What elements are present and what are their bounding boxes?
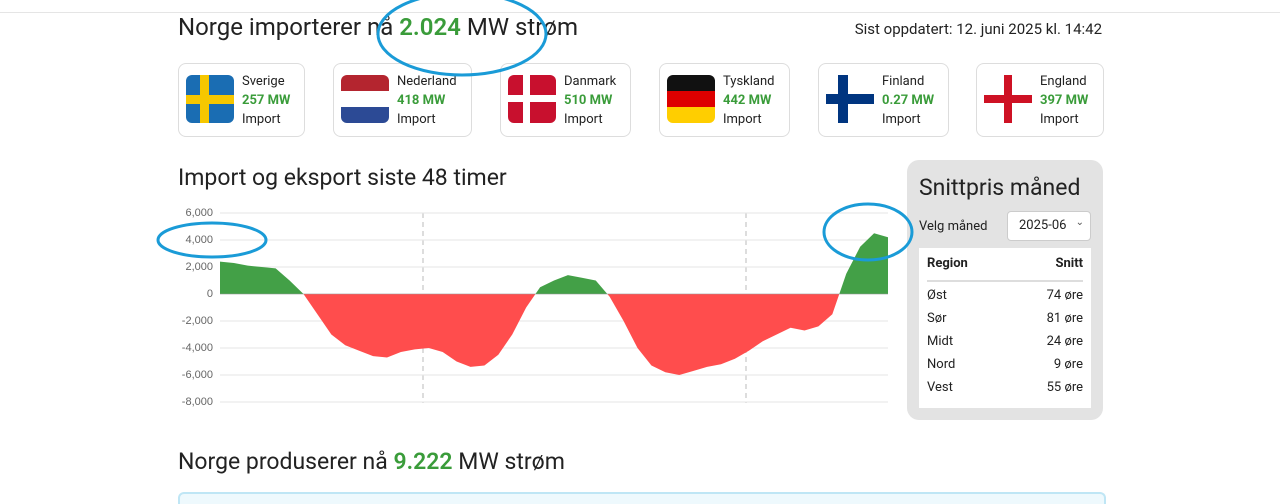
production-prefix: Norge produserer nå bbox=[178, 448, 388, 475]
table-row: Øst 74 øre bbox=[927, 288, 1083, 311]
table-cell: 55 øre bbox=[1046, 380, 1083, 395]
country-name: Danmark bbox=[564, 74, 617, 89]
top-border bbox=[0, 12, 1280, 13]
chart: -8,000 -6,000 -4,000 -2,000 0 2,000 4,000 6,000 bbox=[182, 207, 888, 408]
y-tick-label: 6,000 bbox=[185, 207, 213, 219]
country-card[interactable]: Sverige 257 MW Import bbox=[178, 63, 305, 137]
price-panel: Snittpris måned Velg måned 2025-06 ⌄ Regi… bbox=[907, 160, 1103, 420]
table-cell: 74 øre bbox=[1046, 288, 1083, 303]
flag bbox=[508, 75, 556, 123]
table-cell: Øst bbox=[927, 288, 947, 303]
y-tick-label: 2,000 bbox=[185, 261, 213, 273]
select-label: Velg måned bbox=[919, 219, 988, 234]
y-tick-label: -8,000 bbox=[182, 396, 213, 408]
production-value: 9.222 bbox=[393, 448, 453, 475]
country-value: 418 MW bbox=[397, 93, 446, 108]
y-tick-label: -4,000 bbox=[182, 342, 213, 354]
country-status: Import bbox=[723, 112, 762, 127]
table-cell: Vest bbox=[927, 380, 953, 395]
country-card[interactable]: England 397 MW Import bbox=[976, 63, 1104, 137]
country-status: Import bbox=[564, 112, 603, 127]
country-name: Finland bbox=[882, 74, 925, 89]
country-name: Nederland bbox=[397, 74, 457, 89]
y-tick-label: 0 bbox=[207, 288, 213, 300]
chevron: ⌄ bbox=[1075, 217, 1084, 228]
country-name: England bbox=[1040, 74, 1087, 89]
table-cell: Sør bbox=[927, 311, 947, 326]
flag bbox=[826, 75, 874, 123]
y-tick-label: 4,000 bbox=[185, 234, 213, 246]
month-select[interactable]: 2025-06 ⌄ bbox=[1007, 211, 1091, 241]
updated: Sist oppdatert: 12. juni 2025 kl. 14:42 bbox=[854, 20, 1102, 38]
table-row: Midt 24 øre bbox=[927, 334, 1083, 357]
country-value: 510 MW bbox=[564, 93, 613, 108]
table-cell: 9 øre bbox=[1053, 357, 1083, 372]
area bbox=[220, 233, 888, 375]
country-name: Sverige bbox=[242, 74, 285, 89]
country-status: Import bbox=[882, 112, 921, 127]
production-box bbox=[178, 492, 1106, 504]
production-title: Norge produserer nå 9.222 MW strøm bbox=[178, 448, 565, 475]
country-name: Tyskland bbox=[723, 74, 775, 89]
chart-title: Import og eksport siste 48 timer bbox=[178, 164, 507, 191]
country-status: Import bbox=[242, 112, 281, 127]
column-header: Region bbox=[927, 256, 968, 271]
table-cell: Midt bbox=[927, 334, 954, 349]
country-value: 257 MW bbox=[242, 93, 291, 108]
table-header: Region Snitt bbox=[927, 256, 1083, 282]
table-cell: 24 øre bbox=[1046, 334, 1083, 349]
column-header: Snitt bbox=[1055, 256, 1083, 271]
table-cell: Nord bbox=[927, 357, 956, 372]
flag bbox=[667, 75, 715, 123]
country-card[interactable]: Tyskland 442 MW Import bbox=[659, 63, 790, 137]
country-status: Import bbox=[397, 112, 436, 127]
y-tick-label: -2,000 bbox=[182, 315, 213, 327]
flag bbox=[984, 75, 1032, 123]
country-value: 442 MW bbox=[723, 93, 772, 108]
table-row: Vest 55 øre bbox=[927, 380, 1083, 403]
price-table: Region Snitt Øst 74 øre Sør 81 øre Midt 24 øre… bbox=[919, 248, 1091, 408]
flag bbox=[341, 75, 389, 123]
panel-title: Snittpris måned bbox=[919, 174, 1081, 201]
country-value: 397 MW bbox=[1040, 93, 1089, 108]
title-prefix: Norge importerer nå bbox=[178, 13, 394, 41]
flag bbox=[186, 75, 234, 123]
table-row: Sør 81 øre bbox=[927, 311, 1083, 334]
table-cell: 81 øre bbox=[1046, 311, 1083, 326]
y-tick-label: -6,000 bbox=[182, 369, 213, 381]
country-card[interactable]: Finland 0.27 MW Import bbox=[818, 63, 949, 137]
production-suffix: MW strøm bbox=[458, 448, 565, 475]
table-row: Nord 9 øre bbox=[927, 357, 1083, 380]
selected-month: 2025-06 bbox=[1019, 218, 1067, 233]
country-value: 0.27 MW bbox=[882, 93, 935, 108]
country-status: Import bbox=[1040, 112, 1079, 127]
